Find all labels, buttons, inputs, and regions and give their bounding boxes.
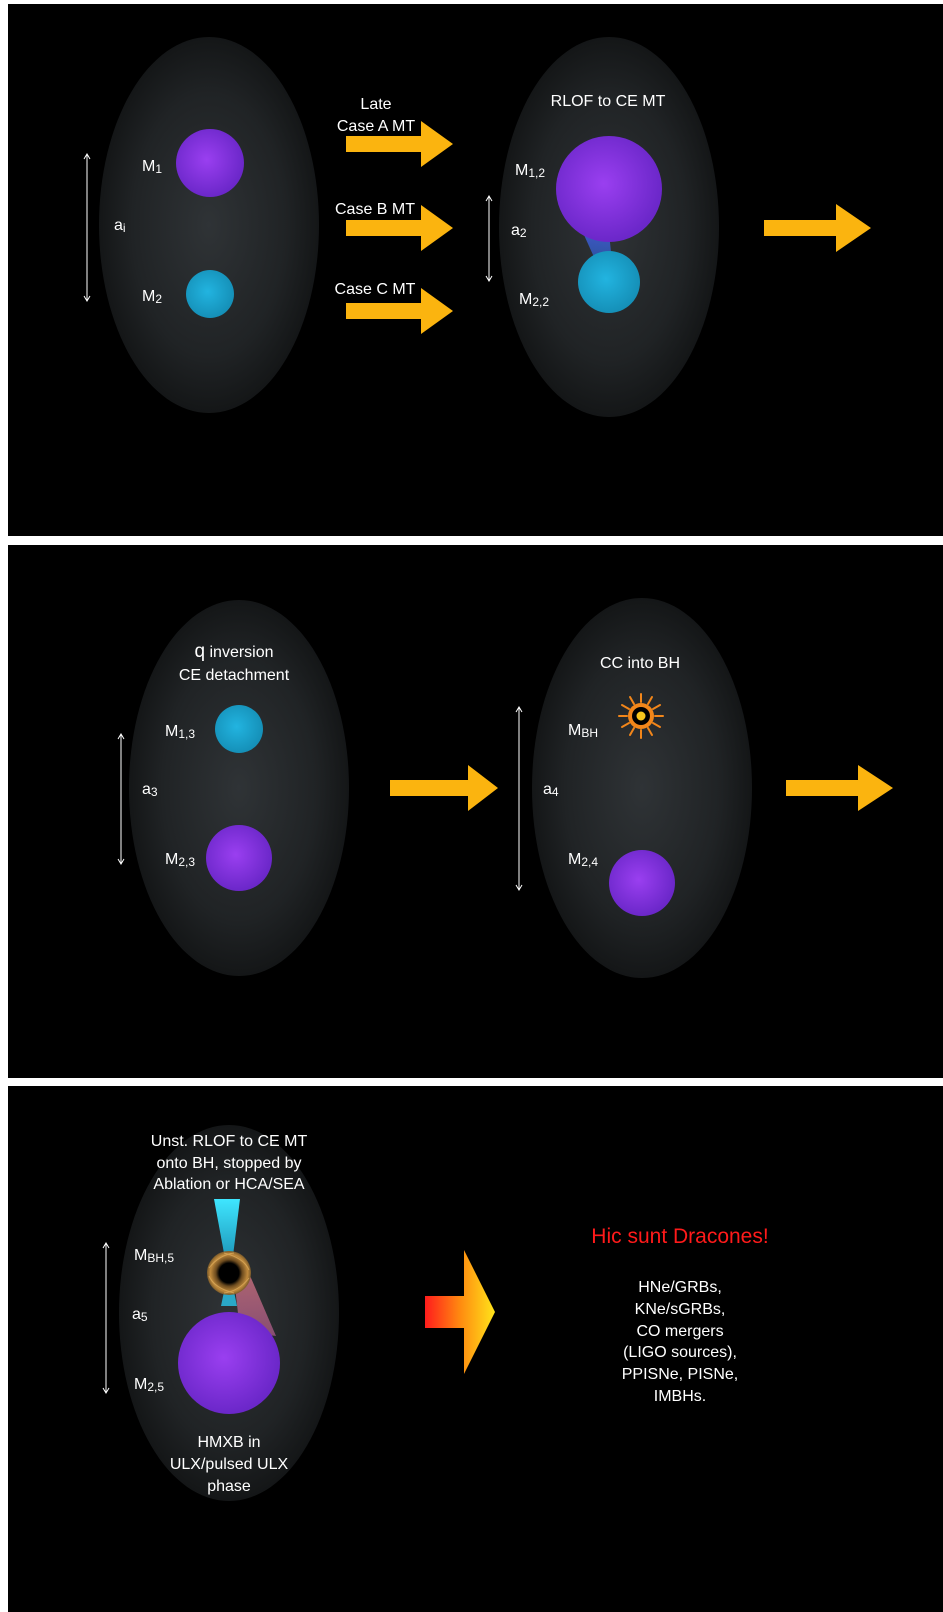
binary-ulx: Unst. RLOF to CE MT onto BH, stopped by … [102,1125,339,1501]
jet-top [214,1199,240,1264]
separation-arrow-a5 [102,1242,110,1394]
star-m1-3 [215,705,263,753]
title-ulx-line2: onto BH, stopped by [157,1155,302,1172]
label-m1-3: M1,3 [165,723,195,741]
binary-envelope [129,600,349,976]
separation-arrow-a3 [117,733,125,865]
star-m2-5 [178,1312,280,1414]
separation-arrow-ai [83,153,91,302]
title-ulx-line3: Ablation or HCA/SEA [153,1176,305,1193]
outcomes-block: Hic sunt Dracones! HNe/GRBs, KNe/sGRBs, … [591,1225,768,1405]
arrow-next-stage-1 [764,204,871,252]
panel3-diagram: Unst. RLOF to CE MT onto BH, stopped by … [102,1125,769,1501]
binary-q-inversion: q inversion CE detachment M1,3 M2,3 a3 [117,600,349,976]
label-case-c: Case C MT [335,281,416,298]
label-m2-2: M2,2 [519,291,549,309]
title-cc: CC into BH [600,655,680,672]
panel-q-inversion-cc: q inversion CE detachment M1,3 M2,3 a3 C… [8,545,943,1078]
label-m1-2: M1,2 [515,162,545,180]
binary-initial: M1 M2 ai [83,37,319,413]
binary-envelope [99,37,319,413]
binary-envelope [532,598,752,978]
label-m2-4: M2,4 [568,851,598,869]
arrow-to-outcomes [425,1250,495,1374]
panel-initial-mass-transfer: M1 M2 ai Late Case A MT Case B MT Case C… [8,4,943,536]
star-m2-4 [609,850,675,916]
arrow-case-c [346,288,453,334]
panel-ulx-outcomes: Unst. RLOF to CE MT onto BH, stopped by … [8,1086,943,1612]
arrow-case-a [346,121,453,167]
star-m2-3 [206,825,272,891]
mt-arrows: Late Case A MT Case B MT Case C MT [335,96,453,334]
starburst-icon [618,693,664,739]
label-ai: ai [114,217,126,235]
separation-arrow-a2 [485,195,493,282]
label-case-b: Case B MT [335,201,415,218]
label-m2: M2 [142,288,162,306]
caption-ulx-line1: HMXB in [197,1434,260,1451]
title-rlof: RLOF to CE MT [551,93,666,110]
outcome-line-6: IMBHs. [654,1388,706,1405]
title-hic-sunt-dracones: Hic sunt Dracones! [591,1225,768,1248]
label-a3: a3 [142,781,158,799]
panel2-diagram: q inversion CE detachment M1,3 M2,3 a3 C… [117,598,893,978]
star-m1 [176,129,244,197]
outcome-line-3: CO mergers [636,1323,723,1340]
label-a5: a5 [132,1306,148,1324]
label-a4: a4 [543,781,559,799]
label-m1: M1 [142,158,162,176]
caption-ulx-line3: phase [207,1478,251,1495]
title-ulx-line1: Unst. RLOF to CE MT [151,1133,308,1150]
outcome-line-2: KNe/sGRBs, [635,1301,726,1318]
arrow-case-b [346,205,453,251]
caption-ulx-line2: ULX/pulsed ULX [170,1456,289,1473]
separation-arrow-a4 [515,706,523,891]
black-hole-icon [207,1251,251,1295]
outcome-line-4: (LIGO sources), [623,1344,737,1361]
title-q-inversion: q inversion [194,641,273,662]
binary-rlof: RLOF to CE MT M1,2 M2,2 a2 [485,37,719,417]
label-m2-5: M2,5 [134,1376,164,1394]
label-mbh: MBH [568,722,598,740]
title-ce-detachment: CE detachment [179,667,290,684]
arrow-to-cc [390,765,498,811]
star-m2 [186,270,234,318]
arrow-next-stage-2 [786,765,893,811]
star-m1-2 [556,136,662,242]
panel1-diagram: M1 M2 ai Late Case A MT Case B MT Case C… [83,37,871,417]
label-late: Late [360,96,391,113]
outcome-line-1: HNe/GRBs, [638,1279,722,1296]
label-case-a: Case A MT [337,118,415,135]
label-mbh-5: MBH,5 [134,1247,174,1265]
label-a2: a2 [511,222,527,240]
star-m2-2 [578,251,640,313]
binary-cc: CC into BH MBH [515,598,752,978]
outcome-line-5: PPISNe, PISNe, [622,1366,739,1383]
label-m2-3: M2,3 [165,851,195,869]
